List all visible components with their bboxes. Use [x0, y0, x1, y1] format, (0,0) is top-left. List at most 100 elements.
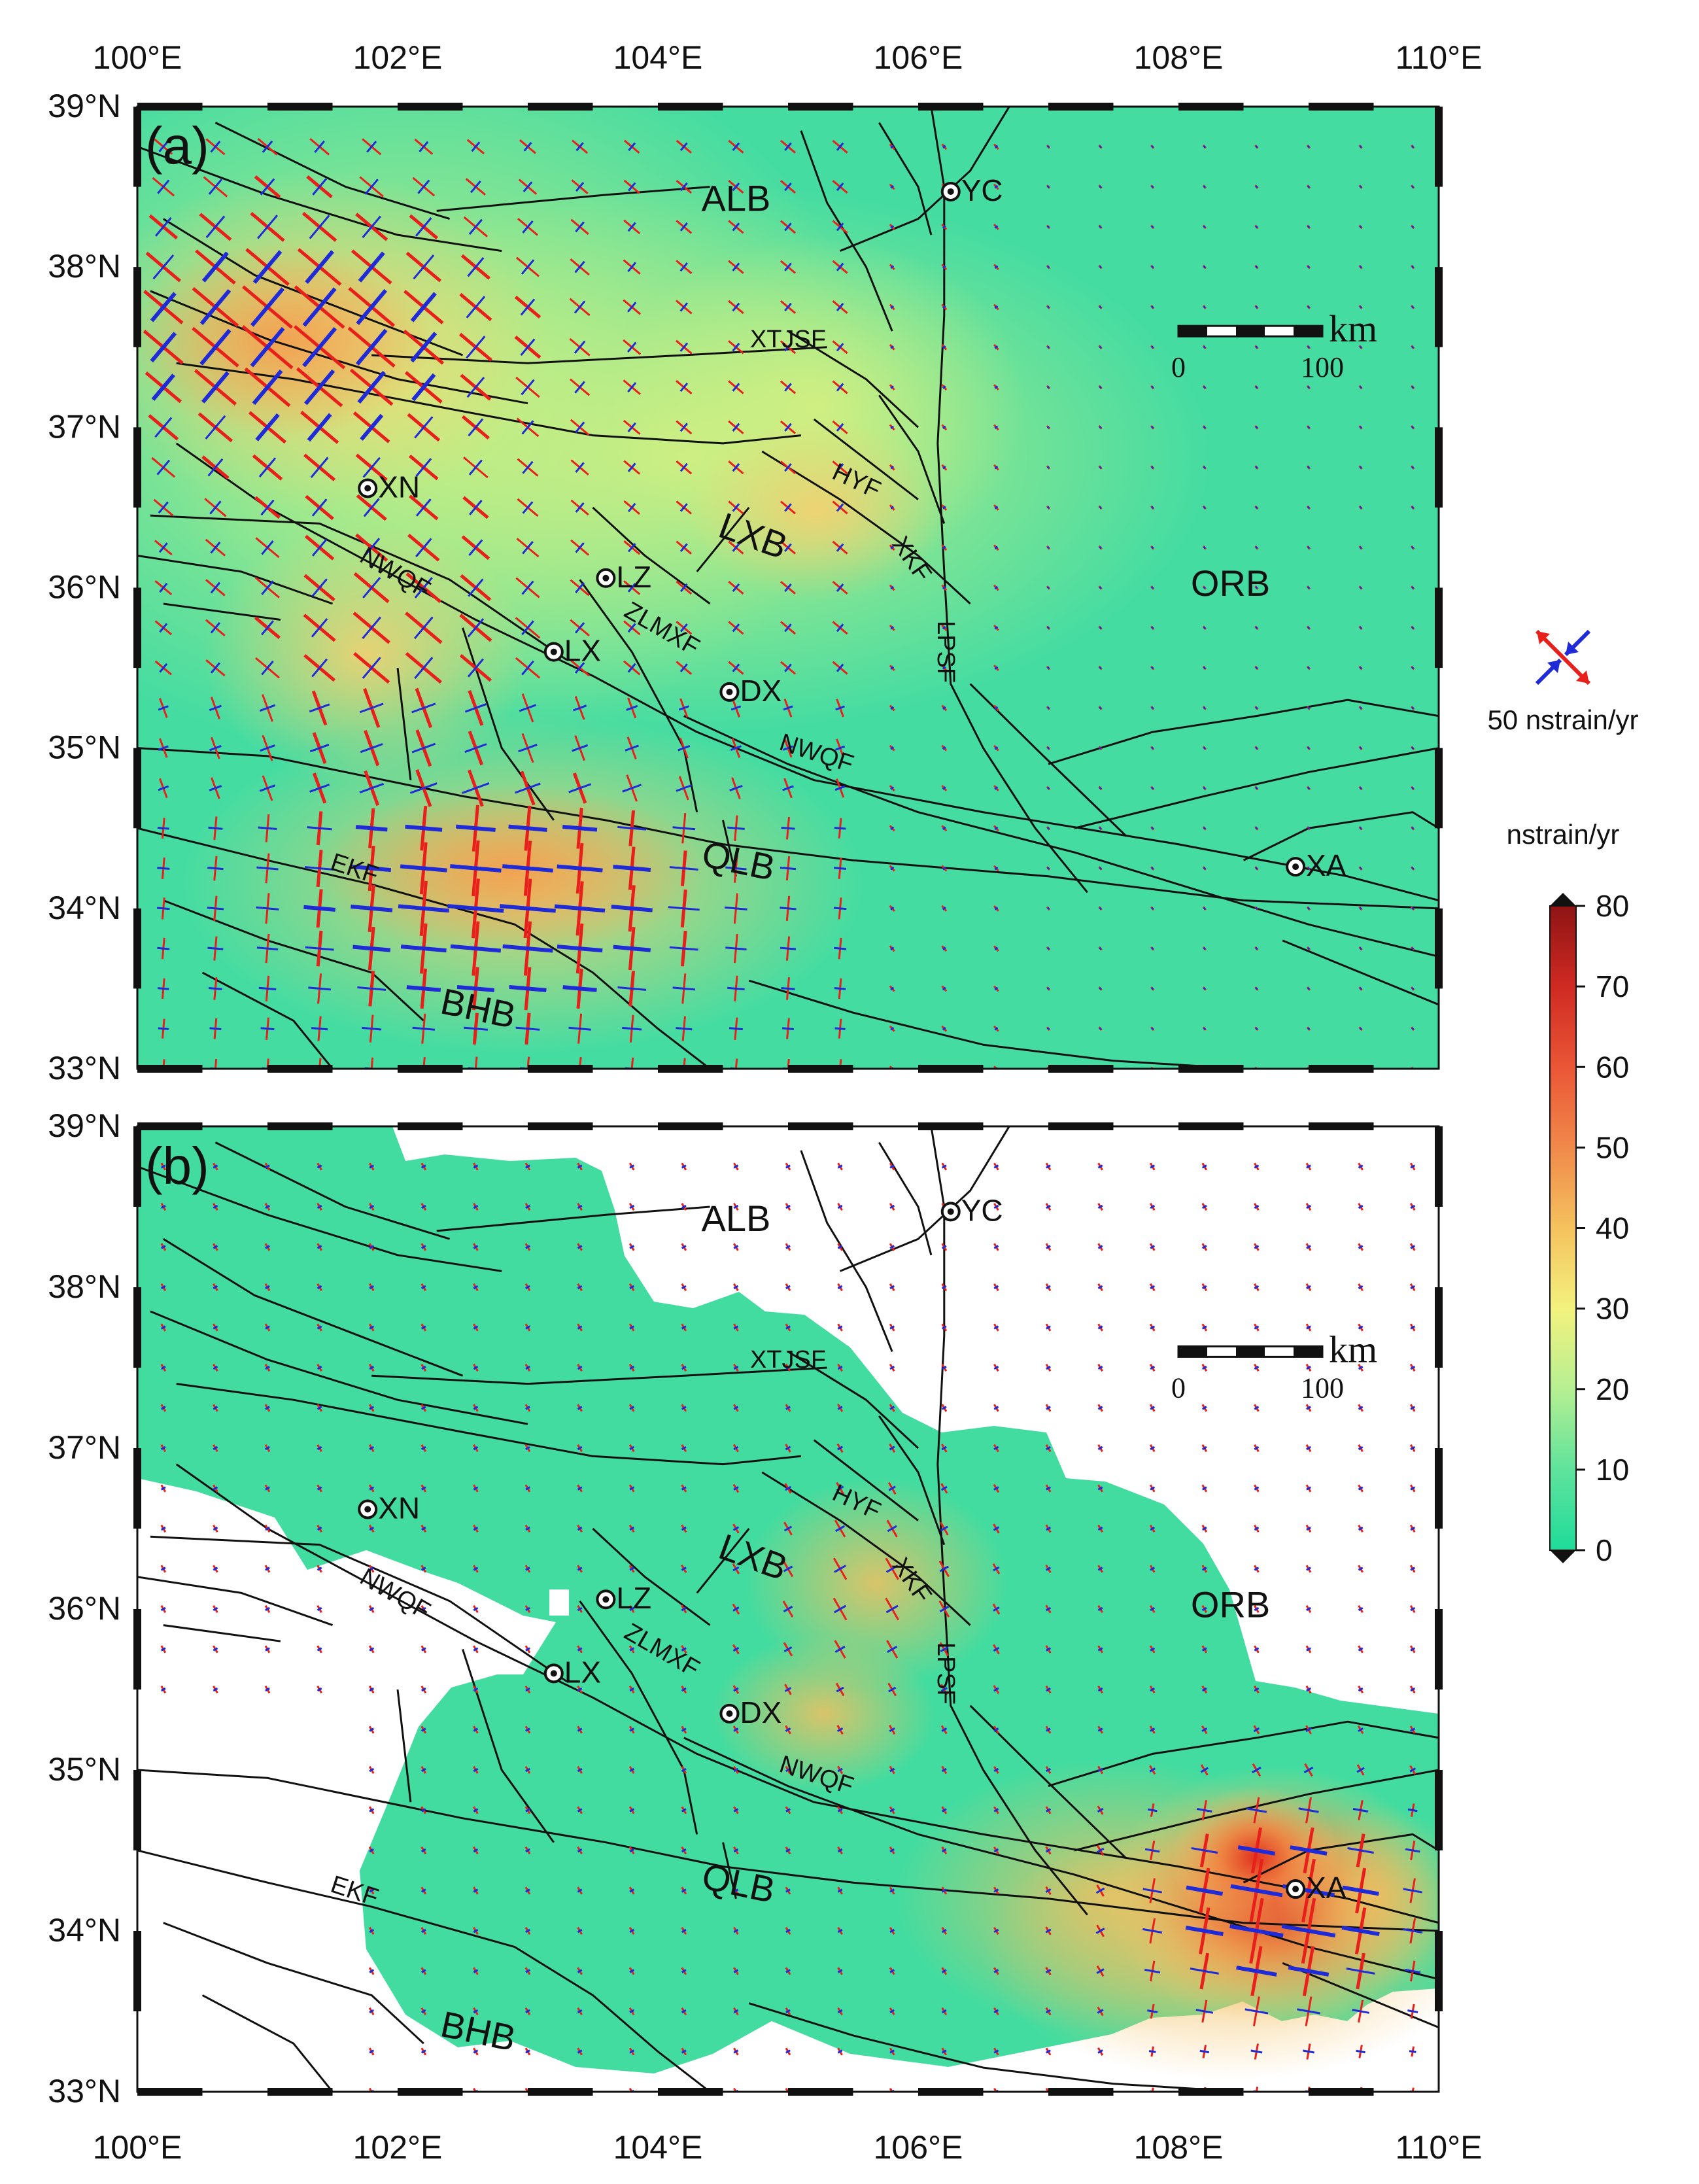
compression-bar — [629, 1245, 635, 1249]
lon-tick-label: 100°E — [93, 39, 182, 76]
compression-bar — [681, 1606, 687, 1612]
compression-bar — [628, 182, 636, 192]
compression-bar — [679, 503, 688, 512]
compression-bar — [420, 1285, 426, 1290]
compression-bar — [358, 251, 385, 283]
compression-bar — [1403, 1928, 1423, 1934]
compression-bar — [520, 298, 536, 316]
compression-bar — [836, 182, 844, 192]
compression-bar — [785, 2049, 791, 2054]
compression-bar — [837, 1446, 844, 1451]
fault-trace — [696, 506, 750, 572]
compression-bar — [1255, 145, 1258, 148]
compression-bar — [1201, 1446, 1207, 1451]
compression-bar — [369, 1928, 375, 1933]
fault-trace — [150, 1310, 528, 1425]
compression-bar — [1097, 1446, 1103, 1451]
compression-bar — [1203, 987, 1206, 990]
compression-bar — [1099, 987, 1102, 990]
compression-bar — [1046, 1204, 1051, 1209]
compression-bar — [522, 460, 534, 474]
compression-bar — [941, 1727, 948, 1732]
compression-bar — [1306, 1365, 1311, 1370]
compression-bar — [456, 984, 495, 992]
compression-bar — [1046, 345, 1050, 349]
compression-bar — [160, 1245, 166, 1249]
compression-bar — [629, 2049, 635, 2054]
compression-bar — [888, 1485, 896, 1491]
compression-bar — [889, 1848, 895, 1853]
compression-bar — [309, 215, 330, 239]
compression-bar — [525, 1204, 530, 1209]
compression-bar — [994, 826, 999, 831]
compression-bar — [681, 1164, 687, 1169]
compression-bar — [258, 457, 277, 477]
lat-tick-label: 33°N — [48, 2073, 121, 2109]
compression-bar — [1358, 1526, 1364, 1531]
lat-tick-label: 35°N — [48, 1751, 121, 1788]
compression-bar — [681, 1526, 687, 1531]
lat-tick-label: 34°N — [48, 1912, 121, 1949]
compression-bar — [942, 666, 946, 670]
compression-bar — [629, 1567, 635, 1571]
compression-bar — [1201, 1285, 1207, 1290]
compression-bar — [369, 2009, 375, 2014]
colorbar-tick-label: 60 — [1596, 1050, 1629, 1084]
compression-bar — [574, 421, 585, 434]
lat-tick-label: 38°N — [48, 1268, 121, 1305]
compression-bar — [942, 425, 946, 430]
compression-bar — [1099, 1027, 1102, 1030]
compression-bar — [939, 1565, 950, 1572]
compression-bar — [1151, 506, 1154, 510]
fault-label: LPSF — [932, 1642, 959, 1705]
compression-bar — [205, 215, 226, 239]
compression-bar — [305, 946, 334, 951]
compression-bar — [362, 616, 382, 640]
compression-bar — [1203, 385, 1206, 389]
compression-bar — [1203, 305, 1206, 309]
compression-bar — [783, 1646, 793, 1653]
fault-trace — [175, 442, 1439, 902]
compression-bar — [1201, 1647, 1207, 1652]
extension-bar — [266, 1058, 269, 1069]
compression-bar — [1151, 827, 1154, 830]
compression-bar — [1342, 1885, 1379, 1896]
compression-bar — [994, 145, 999, 149]
city-label: YC — [961, 1193, 1003, 1227]
compression-bar — [1411, 706, 1415, 710]
fault-trace — [1074, 747, 1439, 829]
compression-bar — [1099, 666, 1102, 670]
compression-bar — [525, 1325, 530, 1330]
compression-bar — [629, 1848, 635, 1853]
compression-bar — [473, 1204, 479, 1209]
block-label: ALB — [701, 177, 770, 218]
compression-bar — [1201, 1406, 1207, 1410]
fault-trace — [137, 145, 502, 252]
compression-bar — [1236, 1966, 1277, 1977]
compression-bar — [1097, 2009, 1104, 2014]
compression-bar — [473, 1606, 479, 1612]
city-label: LX — [564, 634, 601, 668]
compression-bar — [1359, 827, 1362, 830]
compression-bar — [627, 543, 636, 553]
compression-bar — [1359, 345, 1362, 349]
compression-bar — [629, 1446, 635, 1451]
compression-bar — [525, 1486, 530, 1491]
compression-bar — [1410, 1365, 1416, 1370]
compression-bar — [473, 1486, 479, 1491]
compression-bar — [1410, 1285, 1416, 1290]
compression-bar — [1201, 1606, 1207, 1612]
compression-bar — [1099, 546, 1102, 549]
compression-bar — [679, 142, 688, 151]
compression-bar — [309, 703, 330, 713]
compression-bar — [732, 1646, 740, 1652]
compression-bar — [420, 1606, 426, 1612]
fault-trace — [137, 1576, 333, 1627]
compression-bar — [398, 904, 449, 913]
compression-bar — [252, 250, 283, 284]
compression-bar — [889, 1727, 895, 1733]
compression-bar — [1099, 626, 1102, 629]
compression-bar — [1203, 266, 1206, 269]
compression-bar — [941, 1325, 947, 1330]
compression-bar — [1203, 586, 1206, 589]
